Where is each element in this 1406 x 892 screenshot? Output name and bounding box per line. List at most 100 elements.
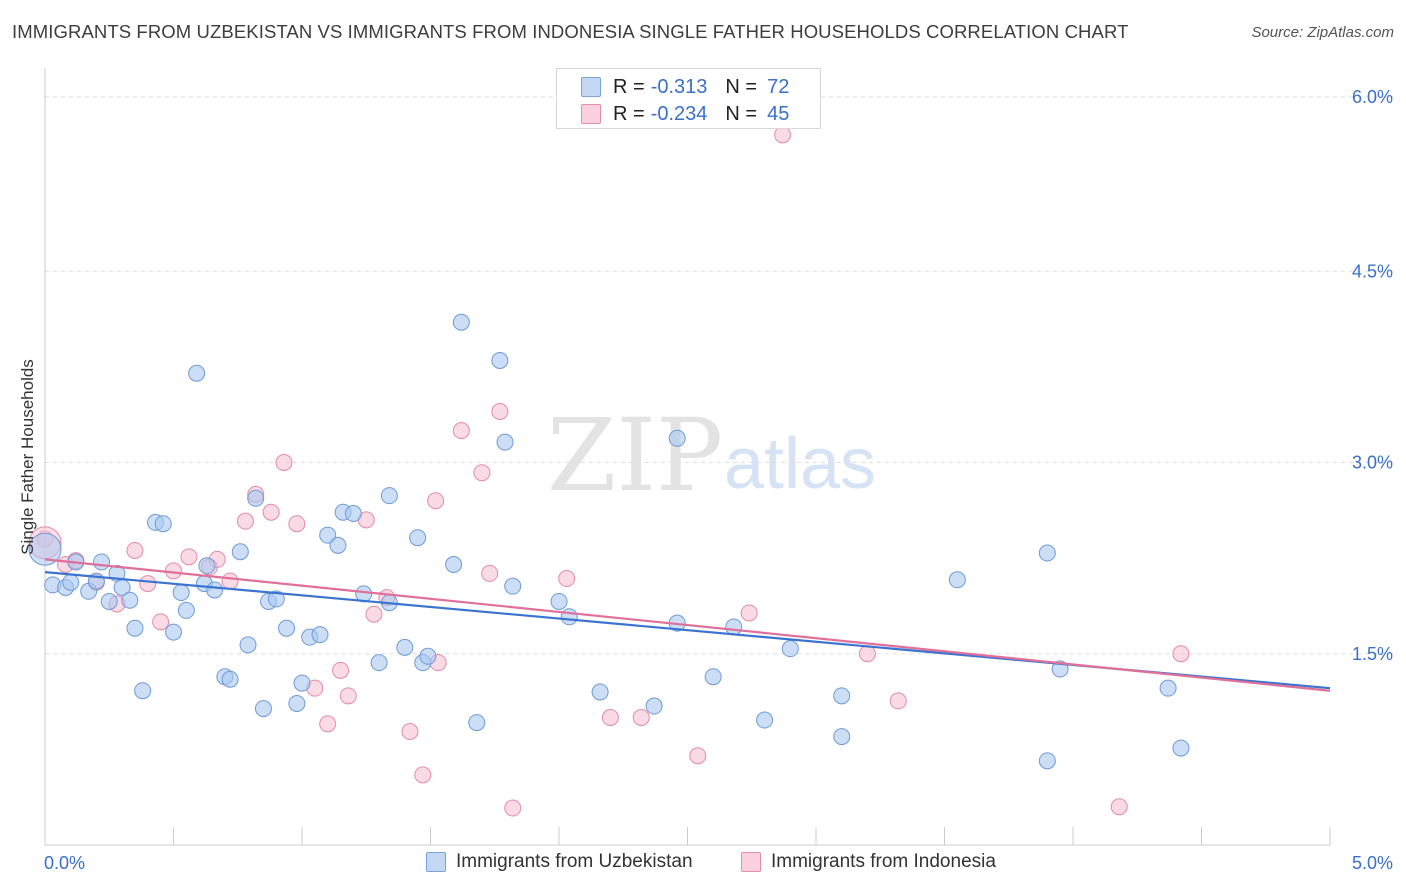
indonesia-point	[236, 512, 254, 530]
series-legend-uzbekistan[interactable]: Immigrants from Uzbekistan	[426, 851, 693, 873]
uzbekistan-point	[126, 619, 144, 637]
uzbekistan-point	[560, 608, 578, 626]
indonesia-point	[275, 454, 293, 471]
y-tick-label: 4.5%	[1352, 261, 1393, 281]
indonesia-point	[401, 723, 419, 741]
y-axis-label: Single Father Households	[18, 359, 37, 555]
uzbekistan-point	[177, 601, 195, 619]
uzbekistan-point	[948, 571, 966, 589]
uzbekistan-point	[496, 433, 514, 451]
uzbekistan-point	[704, 668, 722, 686]
uzbekistan-point	[756, 711, 774, 729]
x-tick-label: 0.0%	[44, 853, 85, 873]
indonesia-point	[319, 715, 337, 733]
uzbekistan-point	[550, 592, 568, 610]
uzbekistan-point	[833, 728, 851, 746]
uzbekistan-point	[172, 584, 190, 602]
legend-r-value: -0.234	[650, 102, 708, 125]
uzbekistan-point	[1172, 739, 1190, 757]
uzbekistan-point	[93, 553, 111, 571]
source-label: Source: ZipAtlas.com	[1251, 24, 1394, 41]
indonesia-point	[152, 613, 170, 631]
legend-n-value: 45	[767, 102, 790, 125]
indonesia-point	[288, 515, 306, 533]
y-tick-label: 3.0%	[1352, 453, 1393, 473]
indonesia-point	[774, 126, 792, 144]
uzbekistan-point	[198, 557, 216, 575]
x-tick-label: 5.0%	[1352, 853, 1393, 873]
indonesia-point	[601, 709, 619, 726]
legend-n-label: N =	[725, 75, 758, 98]
series-swatch-blue	[426, 852, 446, 872]
uzbekistan-point	[1159, 679, 1177, 697]
uzbekistan-point	[1038, 752, 1056, 770]
uzbekistan-points	[28, 313, 1190, 770]
uzbekistan-point	[344, 505, 362, 522]
uzbekistan-point	[278, 619, 296, 637]
indonesia-point	[427, 492, 445, 510]
indonesia-trend-line	[44, 558, 1331, 692]
series-legend-indonesia[interactable]: Immigrants from Indonesia	[741, 851, 996, 873]
legend-row-indonesia: R = -0.234 N = 45	[581, 101, 789, 127]
uzbekistan-point	[591, 683, 609, 701]
indonesia-point	[689, 747, 707, 765]
indonesia-point	[481, 564, 499, 582]
series-label-uzbekistan: Immigrants from Uzbekistan	[456, 851, 693, 872]
uzbekistan-point	[100, 592, 118, 610]
watermark-atlas: atlas	[724, 424, 876, 504]
indonesia-point	[491, 403, 509, 420]
uzbekistan-point	[491, 352, 509, 369]
indonesia-point	[332, 661, 350, 679]
uzbekistan-point	[134, 682, 152, 700]
indonesia-point	[139, 575, 157, 593]
series-swatch-pink	[741, 852, 761, 872]
uzbekistan-point	[396, 638, 414, 656]
axes	[44, 68, 1331, 846]
uzbekistan-point	[419, 647, 437, 665]
legend-n-value: 72	[767, 75, 790, 98]
chart-title: IMMIGRANTS FROM UZBEKISTAN VS IMMIGRANTS…	[12, 21, 1129, 42]
legend-swatch-pink	[581, 104, 601, 124]
uzbekistan-point	[409, 529, 427, 547]
uzbekistan-point	[62, 573, 80, 591]
indonesia-point	[452, 422, 470, 440]
uzbekistan-point	[288, 694, 306, 712]
uzbekistan-point	[781, 640, 799, 658]
correlation-legend: R = -0.313 N = 72 R = -0.234 N = 45	[556, 68, 821, 129]
uzbekistan-point	[319, 526, 337, 544]
uzbekistan-point	[293, 674, 311, 692]
series-label-indonesia: Immigrants from Indonesia	[771, 851, 996, 872]
indonesia-point	[414, 766, 432, 784]
uzbekistan-point	[380, 487, 398, 505]
gridlines	[45, 96, 1395, 655]
uzbekistan-point	[28, 532, 62, 566]
uzbekistan-point	[231, 543, 249, 561]
uzbekistan-point	[504, 577, 522, 595]
uzbekistan-point	[254, 700, 272, 718]
legend-n-label: N =	[725, 102, 758, 125]
uzbekistan-point	[267, 590, 285, 608]
uzbekistan-point	[468, 714, 486, 732]
uzbekistan-point	[121, 591, 139, 609]
indonesia-point	[740, 604, 758, 622]
uzbekistan-point	[1038, 544, 1056, 562]
uzbekistan-point	[668, 429, 686, 447]
indonesia-point	[858, 645, 876, 663]
y-tick-label: 1.5%	[1352, 644, 1393, 664]
indonesia-point	[632, 709, 650, 726]
uzbekistan-point	[154, 515, 172, 533]
indonesia-point	[339, 687, 357, 705]
legend-r-label: R =	[613, 102, 645, 125]
series-legend: Immigrants from Uzbekistan Immigrants fr…	[0, 851, 1406, 879]
uzbekistan-point	[645, 697, 663, 715]
legend-r-label: R =	[613, 75, 645, 98]
indonesia-point	[889, 692, 907, 710]
watermark: ZIP atlas	[547, 397, 876, 514]
uzbekistan-point	[370, 654, 388, 672]
uzbekistan-point	[329, 536, 347, 554]
uzbekistan-point	[206, 581, 224, 599]
indonesia-point	[1172, 645, 1190, 663]
indonesia-point	[365, 605, 383, 623]
legend-r-value: -0.313	[650, 75, 708, 98]
